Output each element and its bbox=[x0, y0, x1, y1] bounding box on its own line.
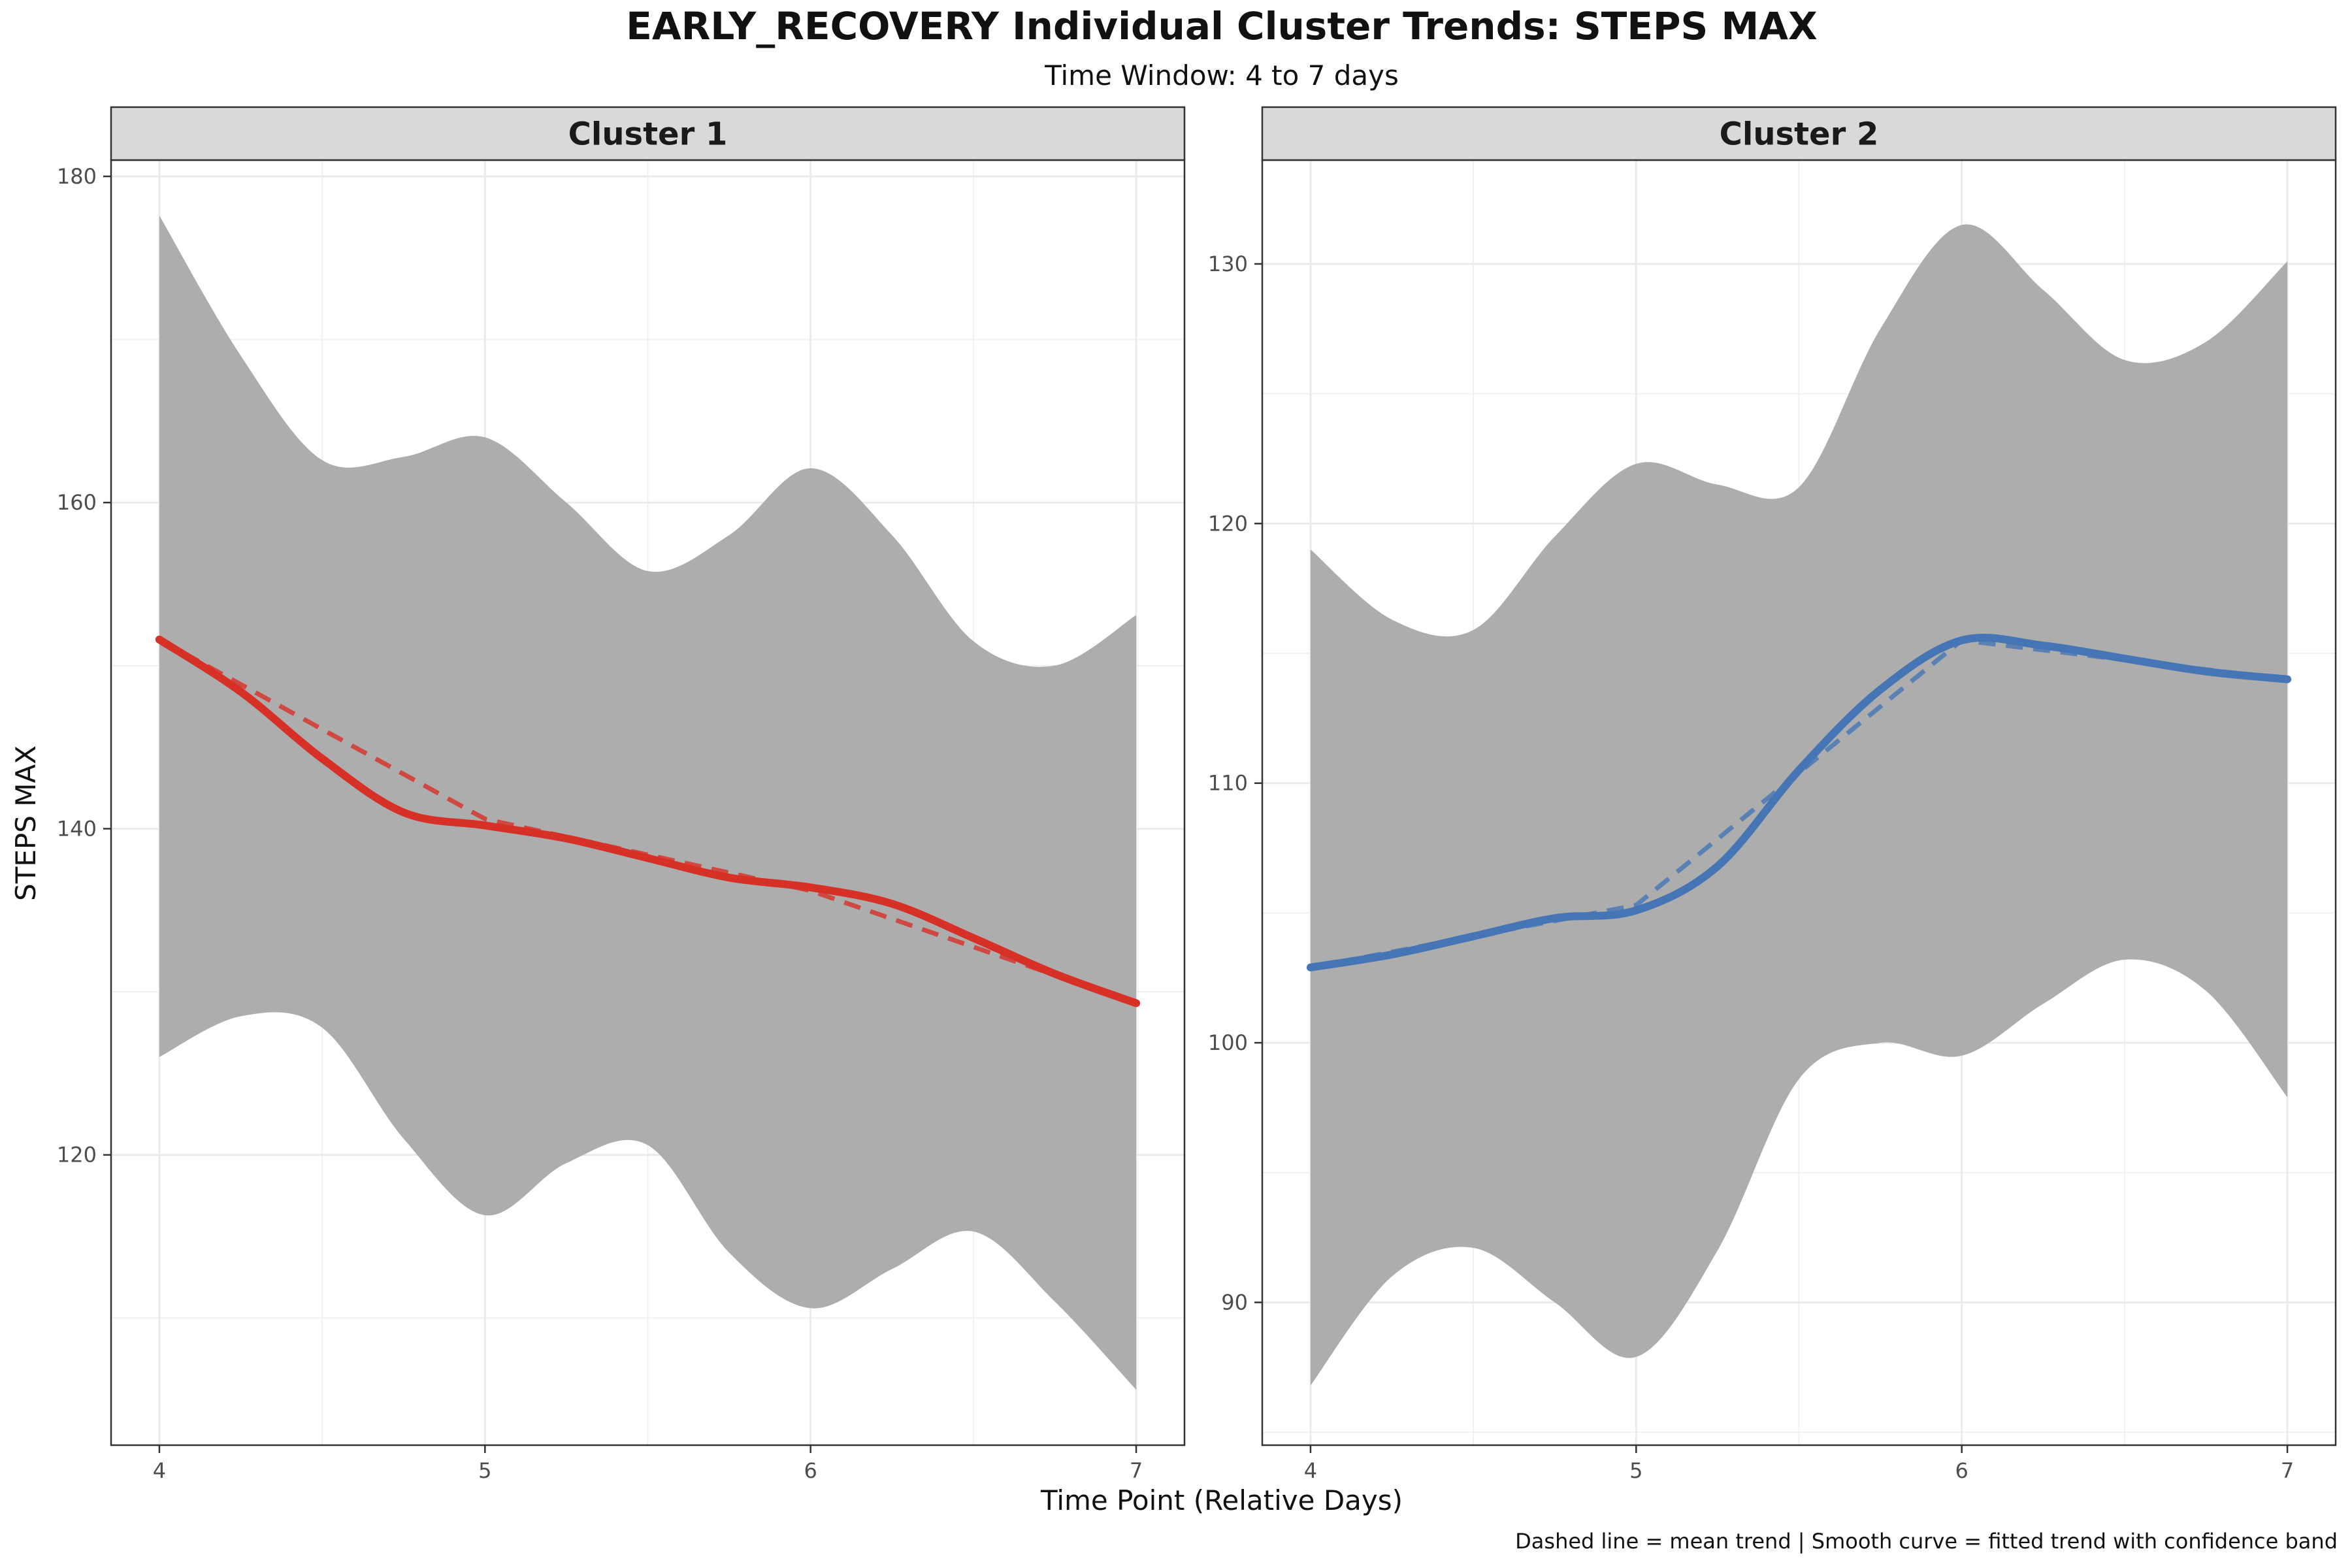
x-tick-label: 4 bbox=[1304, 1458, 1317, 1483]
facet-strip-label: Cluster 1 bbox=[568, 116, 728, 153]
confidence-band bbox=[159, 215, 1137, 1390]
y-tick-label: 180 bbox=[57, 164, 97, 189]
panels: Cluster 1 4 5 6 7 120 140 160 180 Cluster 2 4 5 6 7 90… bbox=[57, 106, 2337, 1483]
panel-2: Cluster 2 4 5 6 7 90 100 110 120 130 bbox=[1208, 106, 2337, 1483]
chart-title: EARLY_RECOVERY Individual Cluster Trends… bbox=[626, 4, 1818, 48]
facet-strip-label: Cluster 2 bbox=[1720, 116, 1879, 153]
y-tick-label: 100 bbox=[1208, 1030, 1248, 1055]
fitted-trend-line bbox=[155, 635, 1141, 1007]
confidence-band bbox=[1310, 224, 2288, 1386]
x-tick-label: 5 bbox=[1629, 1458, 1642, 1483]
fitted-trend-line bbox=[1306, 633, 2292, 972]
x-tick-label: 6 bbox=[1955, 1458, 1968, 1483]
x-tick-label: 7 bbox=[1130, 1458, 1143, 1483]
chart-subtitle: Time Window: 4 to 7 days bbox=[1044, 59, 1399, 91]
facet-strip bbox=[1261, 106, 2337, 161]
y-tick-label: 140 bbox=[57, 816, 97, 841]
chart-caption: Dashed line = mean trend | Smooth curve … bbox=[1515, 1529, 2338, 1554]
facet-strip bbox=[110, 106, 1186, 161]
x-tick-label: 7 bbox=[2281, 1458, 2294, 1483]
x-tick-label: 6 bbox=[804, 1458, 817, 1483]
x-axis-title: Time Point (Relative Days) bbox=[1040, 1484, 1403, 1516]
x-tick-label: 4 bbox=[153, 1458, 166, 1483]
x-tick-label: 5 bbox=[478, 1458, 491, 1483]
y-tick-label: 120 bbox=[57, 1143, 97, 1168]
y-tick-label: 110 bbox=[1208, 771, 1248, 796]
y-tick-label: 130 bbox=[1208, 252, 1248, 276]
panel-1: Cluster 1 4 5 6 7 120 140 160 180 bbox=[57, 106, 1186, 1483]
y-tick-label: 90 bbox=[1221, 1290, 1248, 1315]
y-tick-label: 160 bbox=[57, 490, 97, 515]
y-tick-label: 120 bbox=[1208, 511, 1248, 536]
y-axis-title: STEPS MAX bbox=[10, 745, 42, 901]
